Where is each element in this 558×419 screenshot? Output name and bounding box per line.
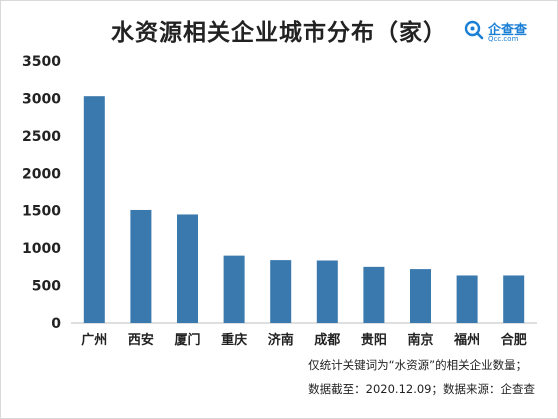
bar-6	[316, 260, 338, 323]
x-tick-label: 厦门	[174, 332, 200, 348]
bar-4	[223, 255, 245, 323]
bar-9	[456, 275, 478, 323]
chart-title: 水资源相关企业城市分布（家）	[111, 20, 447, 46]
y-tick-label: 2000	[22, 166, 61, 182]
bar-8	[410, 269, 431, 323]
x-tick-label: 西安	[128, 332, 154, 348]
bar-7	[363, 266, 385, 323]
bar-5	[270, 260, 292, 323]
logo-domain: Qcc.com	[488, 35, 519, 43]
x-tick-label: 合肥	[501, 332, 527, 348]
y-tick-label: 3000	[22, 91, 61, 107]
y-tick-label: 3500	[22, 54, 61, 70]
x-tick-label: 福州	[453, 332, 480, 348]
footnote-scope: 仅统计关键词为“水资源”的相关企业数量；	[308, 358, 528, 372]
x-tick-label: 南京	[407, 332, 433, 348]
x-axis: 广州 西安 厦门 重庆 济南 成都 贵阳 南京 福州 合肥	[81, 332, 526, 348]
y-tick-label: 500	[32, 279, 61, 295]
bar-1	[83, 96, 105, 323]
x-tick-label: 成都	[314, 332, 340, 348]
footnote-source: 数据截至：2020.12.09；数据来源：企查查	[308, 382, 535, 396]
y-tick-label: 1500	[22, 204, 61, 220]
bar-3	[177, 214, 198, 323]
x-tick-label: 贵阳	[361, 332, 387, 348]
y-tick-label: 1000	[22, 241, 61, 257]
brand-logo: 企查查 Qcc.com	[464, 17, 542, 47]
bars-group	[83, 96, 525, 323]
x-tick-label: 重庆	[221, 332, 247, 348]
qcc-logo-icon	[464, 20, 484, 40]
logo-name: 企查查	[488, 23, 528, 38]
x-tick-label: 广州	[81, 332, 107, 348]
x-tick-label: 济南	[268, 332, 294, 348]
footnotes: 仅统计关键词为“水资源”的相关企业数量； 数据截至：2020.12.09；数据来…	[308, 353, 535, 401]
bar-10	[503, 275, 525, 323]
y-tick-label: 2500	[22, 129, 61, 145]
y-tick-label: 0	[51, 316, 61, 332]
bar-2	[130, 209, 152, 323]
